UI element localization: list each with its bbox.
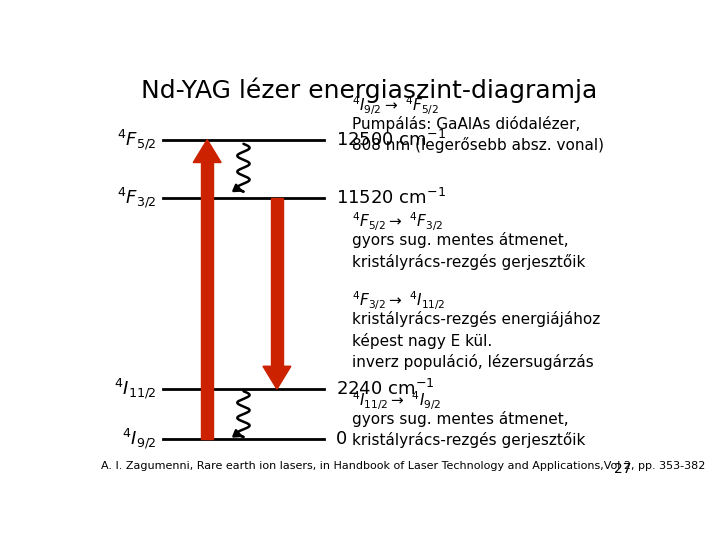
Polygon shape [271,198,283,366]
Text: 0: 0 [336,430,347,448]
Text: $^4F_{3/2}$: $^4F_{3/2}$ [117,186,157,210]
Text: 2240 cm$^{-1}$: 2240 cm$^{-1}$ [336,379,434,399]
Text: $^4I_{9/2}$: $^4I_{9/2}$ [122,427,157,451]
Polygon shape [263,366,291,389]
Text: gyors sug. mentes átmenet,: gyors sug. mentes átmenet, [352,411,569,427]
Text: gyors sug. mentes átmenet,: gyors sug. mentes átmenet, [352,232,569,248]
Text: 27: 27 [613,462,631,476]
Text: 808 nm (legerősebb absz. vonal): 808 nm (legerősebb absz. vonal) [352,137,604,153]
Text: $^4F_{3/2} \rightarrow\ ^4I_{11/2}$: $^4F_{3/2} \rightarrow\ ^4I_{11/2}$ [352,289,446,312]
Text: kristályrács-rezgés gerjesztőik: kristályrács-rezgés gerjesztőik [352,433,585,448]
Text: képest nagy E kül.: képest nagy E kül. [352,333,492,349]
Text: $^4I_{11/2} \rightarrow\ ^4I_{9/2}$: $^4I_{11/2} \rightarrow\ ^4I_{9/2}$ [352,389,441,412]
Text: $^4I_{11/2}$: $^4I_{11/2}$ [114,377,157,401]
Text: kristályrács-rezgés energiájához: kristályrács-rezgés energiájához [352,311,600,327]
Text: $^4F_{5/2}$: $^4F_{5/2}$ [117,127,157,152]
Polygon shape [193,140,221,163]
Text: Pumpálás: GaAlAs diódalézer,: Pumpálás: GaAlAs diódalézer, [352,116,580,132]
Text: Nd-YAG lézer energiaszint-diagramja: Nd-YAG lézer energiaszint-diagramja [141,77,597,103]
Text: 12500 cm$^{-1}$: 12500 cm$^{-1}$ [336,130,446,150]
Text: $^4F_{5/2} \rightarrow\ ^4F_{3/2}$: $^4F_{5/2} \rightarrow\ ^4F_{3/2}$ [352,210,444,233]
Text: A. I. Zagumenni, Rare earth ion lasers, in Handbook of Laser Technology and Appl: A. I. Zagumenni, Rare earth ion lasers, … [101,462,706,471]
Text: kristályrács-rezgés gerjesztőik: kristályrács-rezgés gerjesztőik [352,254,585,269]
Polygon shape [201,163,213,439]
Text: inverz populáció, lézersugárzás: inverz populáció, lézersugárzás [352,354,594,370]
Text: 11520 cm$^{-1}$: 11520 cm$^{-1}$ [336,188,446,208]
Text: $^4I_{9/2} \rightarrow\ ^4F_{5/2}$: $^4I_{9/2} \rightarrow\ ^4F_{5/2}$ [352,94,439,117]
